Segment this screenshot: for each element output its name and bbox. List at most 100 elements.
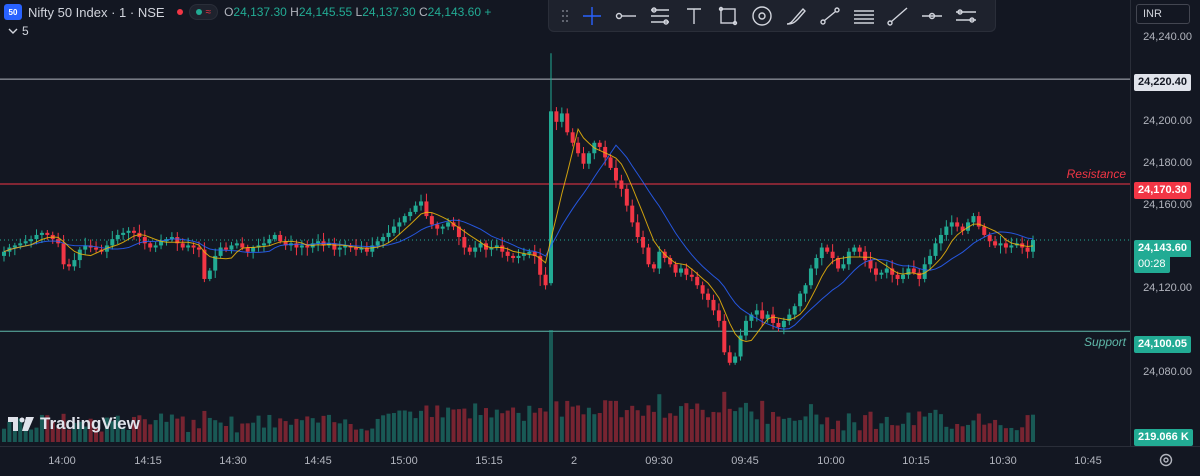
- price-range-icon[interactable]: [813, 2, 847, 30]
- candle-body: [294, 243, 299, 248]
- candle-body: [765, 314, 770, 319]
- rectangle-icon[interactable]: [711, 2, 745, 30]
- candle-body: [267, 239, 272, 244]
- volume-bar: [879, 423, 884, 442]
- candle-body: [332, 243, 337, 250]
- candle-body: [684, 268, 689, 275]
- crosshair-icon[interactable]: [575, 2, 609, 30]
- volume-bar: [949, 428, 954, 442]
- volume-bar: [722, 391, 727, 442]
- candle-body: [12, 245, 17, 248]
- tradingview-watermark[interactable]: TradingView: [8, 414, 140, 434]
- candle-body: [305, 245, 310, 248]
- volume-bar: [180, 416, 185, 442]
- volume-bar: [868, 411, 873, 442]
- bar-countdown-label: 00:28: [1134, 256, 1170, 273]
- volume-bar: [332, 422, 337, 442]
- volume-bar: [841, 430, 846, 442]
- volume-bar: [381, 415, 386, 442]
- volume-bar: [435, 405, 440, 442]
- candle-body: [668, 258, 673, 265]
- time-tick-label: 10:45: [1074, 455, 1102, 467]
- settings-gear-icon[interactable]: [1158, 452, 1174, 468]
- text-icon[interactable]: [677, 2, 711, 30]
- trend-line-icon[interactable]: [881, 2, 915, 30]
- volume-bar: [29, 429, 34, 442]
- volume-bar: [359, 428, 364, 442]
- candle-body: [619, 180, 624, 189]
- price-axis[interactable]: 24,240.00 24,200.00 24,180.00 24,160.00 24,1…: [1130, 0, 1200, 446]
- candle-body: [716, 310, 721, 321]
- volume-bar: [478, 415, 483, 442]
- candle-body: [175, 237, 180, 244]
- volume-bar: [976, 413, 981, 442]
- candle-body: [706, 293, 711, 300]
- symbol-title[interactable]: Nifty 50 Index · 1 · NSE: [28, 4, 165, 20]
- volume-bar: [310, 418, 315, 442]
- candle-body: [548, 111, 553, 284]
- parallel-channel-icon[interactable]: [949, 2, 983, 30]
- volume-bar: [966, 424, 971, 442]
- candle-body: [949, 222, 954, 227]
- volume-bar: [397, 410, 402, 442]
- volume-bar: [337, 423, 342, 442]
- horizontal-ray-icon[interactable]: [609, 2, 643, 30]
- volume-bar: [608, 400, 613, 442]
- volume-bar: [651, 411, 656, 442]
- volume-bar: [597, 413, 602, 442]
- candle-body: [229, 245, 234, 250]
- volume-bar: [229, 416, 234, 442]
- candle-body: [521, 253, 526, 256]
- data-status-pill[interactable]: ≈: [188, 4, 219, 20]
- drag-handle-icon[interactable]: [555, 2, 575, 30]
- volume-bar: [23, 423, 28, 442]
- candle-body: [808, 268, 813, 286]
- candle-body: [261, 243, 266, 246]
- symbol-logo-icon[interactable]: 50: [4, 4, 22, 20]
- volume-bar: [678, 406, 683, 442]
- time-axis[interactable]: 14:00 14:15 14:30 14:45 15:00 15:15 2 09:30 09:4…: [0, 446, 1200, 476]
- chart-area[interactable]: Resistance Support: [0, 0, 1130, 446]
- volume-bar: [754, 419, 759, 442]
- volume-bar: [256, 415, 261, 442]
- price-chart[interactable]: Resistance Support: [0, 0, 1130, 446]
- volume-bar: [131, 416, 136, 442]
- candle-body: [397, 222, 402, 227]
- volume-bar: [104, 417, 109, 442]
- volume-bar: [814, 414, 819, 442]
- brush-icon[interactable]: [779, 2, 813, 30]
- time-tick-label: 14:45: [304, 455, 332, 467]
- market-status-icon[interactable]: [176, 9, 183, 15]
- volume-bar: [711, 411, 716, 442]
- fib-retracement-icon[interactable]: [643, 2, 677, 30]
- volume-bar: [576, 405, 581, 442]
- volume-bar: [543, 411, 548, 442]
- candle-body: [955, 222, 960, 227]
- candle-body: [148, 243, 153, 248]
- volume-bar: [1025, 415, 1030, 442]
- measure-icon[interactable]: [745, 2, 779, 30]
- volume-bar: [419, 410, 424, 442]
- volume-bar: [548, 330, 553, 442]
- candle-body: [901, 274, 906, 279]
- candle-body: [922, 264, 927, 279]
- price-tick-label: 24,200.00: [1143, 114, 1192, 127]
- candle-body: [976, 216, 981, 227]
- price-tick-label: 24,160.00: [1143, 198, 1192, 211]
- resistance-annotation: Resistance: [1067, 167, 1127, 181]
- candle-body: [749, 314, 754, 321]
- indicators-toggle[interactable]: 5: [8, 24, 29, 38]
- currency-selector[interactable]: INR: [1136, 4, 1190, 24]
- moving-average-slow: [3, 144, 1034, 330]
- candle-body: [841, 264, 846, 269]
- volume-bar: [164, 421, 169, 442]
- horizontal-line-icon[interactable]: [915, 2, 949, 30]
- long-position-icon[interactable]: [847, 2, 881, 30]
- candle-body: [272, 234, 277, 240]
- volume-bar: [294, 418, 299, 442]
- candle-body: [283, 241, 288, 246]
- volume-bar: [743, 402, 748, 442]
- candle-body: [635, 222, 640, 238]
- candle-body: [879, 272, 884, 275]
- support-price-label: 24,100.05: [1134, 336, 1191, 353]
